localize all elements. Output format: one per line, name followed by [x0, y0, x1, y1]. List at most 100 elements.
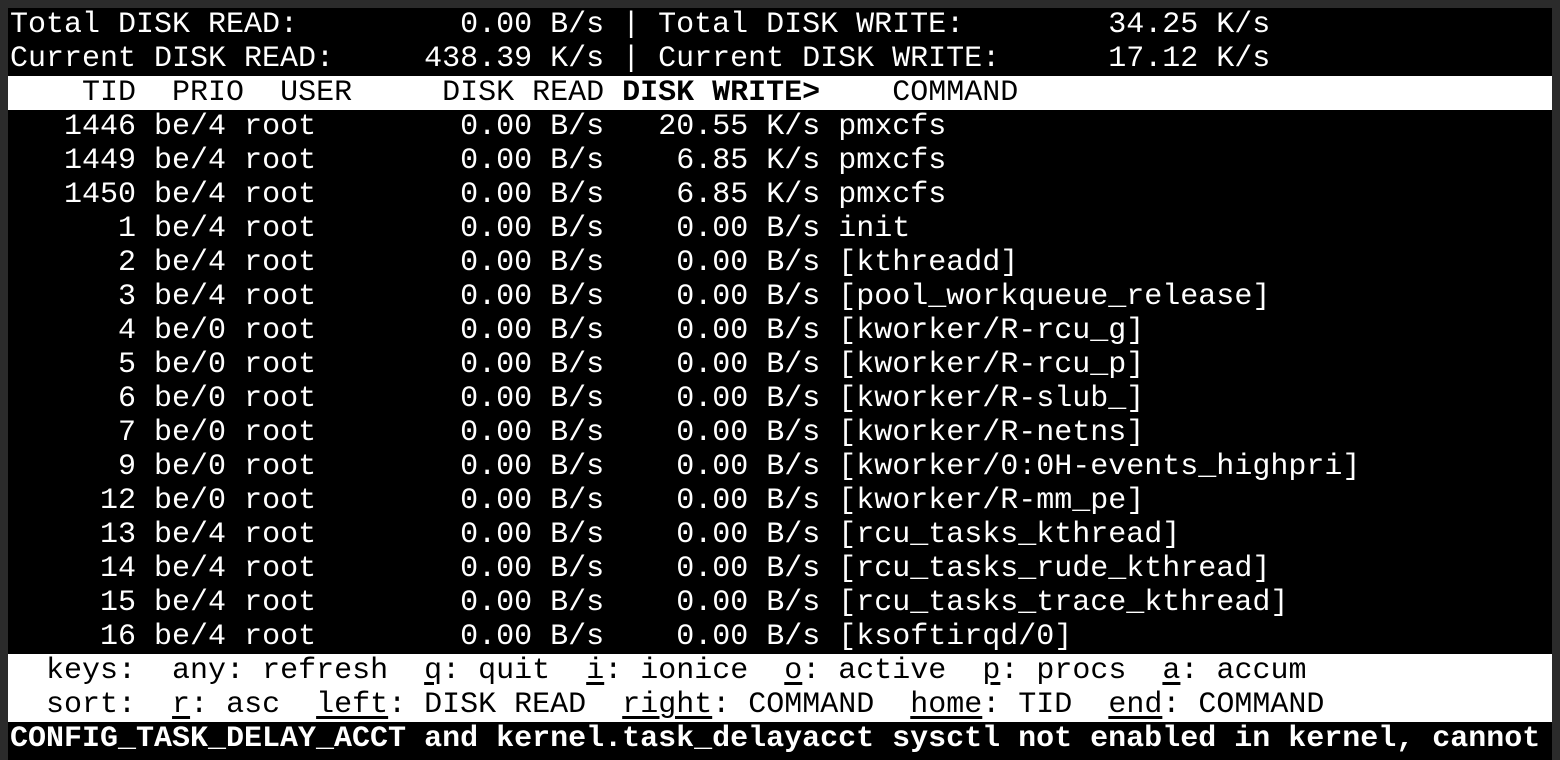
col-user[interactable]: USER	[280, 76, 353, 110]
hotkey-r[interactable]: r	[172, 688, 191, 722]
current-write-value: 17.12 K/s	[1108, 42, 1271, 76]
hotkey-left[interactable]: left	[316, 688, 389, 722]
hotkey-desc: refresh	[262, 654, 389, 688]
row-command: [kworker/R-rcu_p]	[838, 348, 1145, 382]
process-row[interactable]: 2 be/4 root 0.00 B/s 0.00 B/s [kthreadd]	[8, 246, 1552, 280]
process-row[interactable]: 6 be/0 root 0.00 B/s 0.00 B/s [kworker/R…	[8, 382, 1552, 416]
row-user: root	[244, 620, 389, 654]
row-command: [rcu_tasks_kthread]	[838, 518, 1181, 552]
col-disk-read[interactable]: DISK READ	[442, 76, 605, 110]
row-tid: 2	[10, 246, 137, 280]
col-prio[interactable]: PRIO	[172, 76, 245, 110]
process-row[interactable]: 3 be/4 root 0.00 B/s 0.00 B/s [pool_work…	[8, 280, 1552, 314]
row-command: [kworker/0:0H-events_highpri]	[838, 450, 1361, 484]
row-command: [rcu_tasks_trace_kthread]	[838, 586, 1289, 620]
hotkey-end[interactable]: end	[1108, 688, 1163, 722]
row-command: [kworker/R-mm_pe]	[838, 484, 1145, 518]
row-write: 0.00 B/s	[622, 314, 821, 348]
row-user: root	[244, 314, 389, 348]
hotkey-q[interactable]: q	[424, 654, 443, 688]
summary-total: Total DISK READ: 0.00 B/s | Total DISK W…	[10, 8, 1271, 42]
row-prio: be/0	[154, 314, 227, 348]
row-prio: be/4	[154, 552, 227, 586]
hotkey-a[interactable]: a	[1162, 654, 1181, 688]
row-read: 0.00 B/s	[406, 110, 605, 144]
process-row[interactable]: 1449 be/4 root 0.00 B/s 6.85 K/s pmxcfs	[8, 144, 1552, 178]
hotkey-p[interactable]: p	[982, 654, 1001, 688]
process-row[interactable]: 16 be/4 root 0.00 B/s 0.00 B/s [ksoftirq…	[8, 620, 1552, 654]
process-row[interactable]: 13 be/4 root 0.00 B/s 0.00 B/s [rcu_task…	[8, 518, 1552, 552]
row-prio: be/4	[154, 212, 227, 246]
process-row[interactable]: 5 be/0 root 0.00 B/s 0.00 B/s [kworker/R…	[8, 348, 1552, 382]
row-user: root	[244, 552, 389, 586]
row-user: root	[244, 178, 389, 212]
process-row[interactable]: 1 be/4 root 0.00 B/s 0.00 B/s init	[8, 212, 1552, 246]
footer-sort: sort: r: asc left: DISK READ right: COMM…	[8, 688, 1552, 722]
row-user: root	[244, 212, 389, 246]
row-user: root	[244, 280, 389, 314]
row-user: root	[244, 450, 389, 484]
row-prio: be/4	[154, 144, 227, 178]
footer-label: keys:	[46, 654, 137, 688]
summary-current: Current DISK READ: 438.39 K/s | Current …	[10, 42, 1271, 76]
col-tid[interactable]: TID	[82, 76, 137, 110]
row-read: 0.00 B/s	[406, 280, 605, 314]
row-write: 0.00 B/s	[622, 450, 821, 484]
status-message: CONFIG_TASK_DELAY_ACCT and kernel.task_d…	[10, 722, 1541, 756]
row-write: 0.00 B/s	[622, 518, 821, 552]
row-read: 0.00 B/s	[406, 314, 605, 348]
hotkey-desc: TID	[1018, 688, 1073, 722]
process-row[interactable]: 7 be/0 root 0.00 B/s 0.00 B/s [kworker/R…	[8, 416, 1552, 450]
row-read: 0.00 B/s	[406, 518, 605, 552]
row-command: init	[838, 212, 911, 246]
hotkey-o[interactable]: o	[784, 654, 803, 688]
row-command: [kworker/R-netns]	[838, 416, 1145, 450]
current-write-label: Current DISK WRITE:	[658, 42, 1001, 76]
row-user: root	[244, 518, 389, 552]
hotkey-right[interactable]: right	[622, 688, 713, 722]
process-row[interactable]: 1446 be/4 root 0.00 B/s 20.55 K/s pmxcfs	[8, 110, 1552, 144]
hotkey-desc: COMMAND	[748, 688, 875, 722]
footer-label: sort:	[46, 688, 137, 722]
row-write: 0.00 B/s	[622, 382, 821, 416]
row-write: 20.55 K/s	[622, 110, 821, 144]
process-row[interactable]: 4 be/0 root 0.00 B/s 0.00 B/s [kworker/R…	[8, 314, 1552, 348]
row-tid: 1	[10, 212, 137, 246]
process-row[interactable]: 15 be/4 root 0.00 B/s 0.00 B/s [rcu_task…	[8, 586, 1552, 620]
process-row[interactable]: 14 be/4 root 0.00 B/s 0.00 B/s [rcu_task…	[8, 552, 1552, 586]
hotkey-home[interactable]: home	[910, 688, 983, 722]
row-tid: 7	[10, 416, 137, 450]
process-row[interactable]: 9 be/0 root 0.00 B/s 0.00 B/s [kworker/0…	[8, 450, 1552, 484]
row-prio: be/4	[154, 110, 227, 144]
hotkey-desc: quit	[478, 654, 551, 688]
row-user: root	[244, 144, 389, 178]
col-disk-write[interactable]: DISK WRITE>	[622, 76, 821, 110]
row-write: 0.00 B/s	[622, 620, 821, 654]
iotop-terminal: Total DISK READ: 0.00 B/s | Total DISK W…	[8, 8, 1552, 760]
row-command: pmxcfs	[838, 144, 947, 178]
row-user: root	[244, 110, 389, 144]
row-read: 0.00 B/s	[406, 382, 605, 416]
row-tid: 1446	[10, 110, 137, 144]
col-command[interactable]: COMMAND	[892, 76, 1019, 110]
row-tid: 16	[10, 620, 137, 654]
row-prio: be/4	[154, 586, 227, 620]
hotkey-desc: asc	[226, 688, 281, 722]
row-prio: be/0	[154, 450, 227, 484]
row-command: pmxcfs	[838, 178, 947, 212]
row-tid: 14	[10, 552, 137, 586]
process-row[interactable]: 1450 be/4 root 0.00 B/s 6.85 K/s pmxcfs	[8, 178, 1552, 212]
row-tid: 1450	[10, 178, 137, 212]
row-command: [kworker/R-rcu_g]	[838, 314, 1145, 348]
row-tid: 5	[10, 348, 137, 382]
row-user: root	[244, 246, 389, 280]
hotkey-any[interactable]: any	[172, 654, 227, 688]
hotkey-i[interactable]: i	[586, 654, 605, 688]
row-read: 0.00 B/s	[406, 246, 605, 280]
total-write-value: 34.25 K/s	[1108, 8, 1271, 42]
row-prio: be/4	[154, 518, 227, 552]
row-write: 0.00 B/s	[622, 212, 821, 246]
process-row[interactable]: 12 be/0 root 0.00 B/s 0.00 B/s [kworker/…	[8, 484, 1552, 518]
total-read-value: 0.00 B/s	[460, 8, 605, 42]
row-read: 0.00 B/s	[406, 450, 605, 484]
